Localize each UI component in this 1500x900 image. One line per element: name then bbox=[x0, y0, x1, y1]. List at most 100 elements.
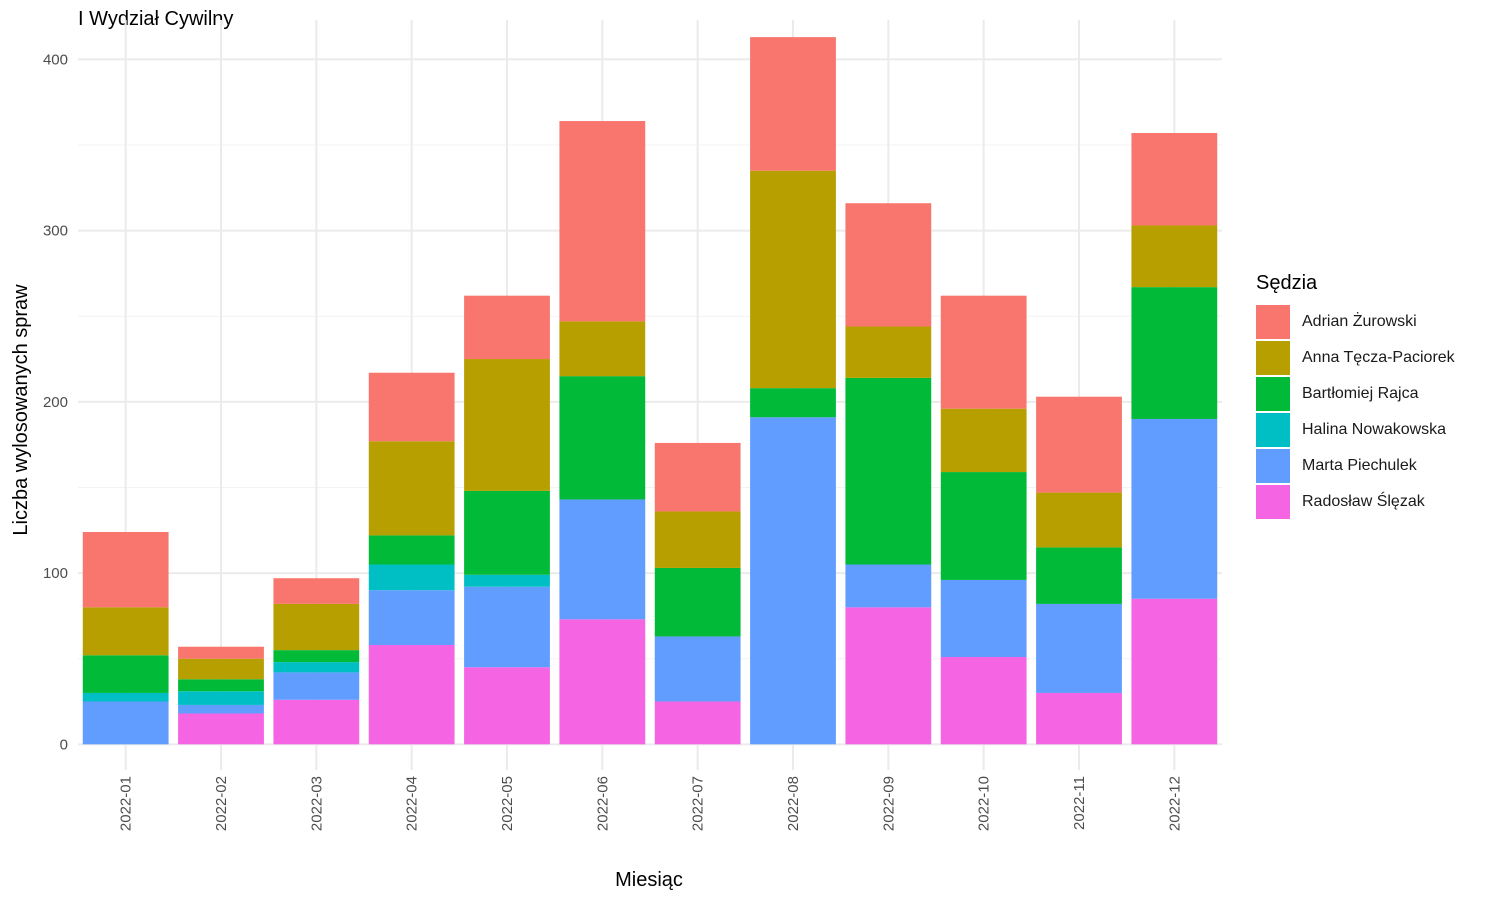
bar-segment bbox=[1131, 133, 1218, 226]
bar-segment bbox=[750, 417, 836, 745]
bar-segment bbox=[273, 603, 360, 651]
x-tick-label: 2022-01 bbox=[118, 776, 135, 831]
legend-swatch bbox=[1256, 305, 1290, 339]
legend-item: Marta Piechulek bbox=[1256, 448, 1455, 484]
bar-segment bbox=[845, 203, 932, 327]
legend-item: Radosław Ślęzak bbox=[1256, 484, 1455, 520]
bar-segment bbox=[1036, 396, 1122, 493]
bar-segment bbox=[368, 645, 455, 745]
bar-segment bbox=[845, 564, 932, 608]
bar-segment bbox=[178, 658, 264, 680]
bar-segment bbox=[464, 359, 550, 491]
bar-segment bbox=[750, 170, 836, 389]
legend-label: Radosław Ślęzak bbox=[1302, 493, 1425, 510]
bar-segment bbox=[559, 121, 646, 322]
legend-title: Sędzia bbox=[1256, 272, 1318, 294]
bar-segment bbox=[750, 388, 836, 418]
bar-segment bbox=[940, 295, 1027, 409]
y-axis-ticks: 0 100 200 300 400 bbox=[43, 51, 68, 753]
bars bbox=[82, 37, 1218, 745]
x-axis-title: Miesiąc bbox=[615, 869, 683, 891]
bar-segment bbox=[559, 619, 646, 745]
bar-segment bbox=[273, 672, 360, 700]
bar-segment bbox=[368, 441, 455, 536]
bar-segment bbox=[1036, 547, 1122, 604]
bar-segment bbox=[845, 326, 932, 378]
bar-segment bbox=[82, 701, 169, 745]
bar-segment bbox=[464, 667, 550, 745]
bar-segment bbox=[368, 590, 455, 645]
bar-segment bbox=[1036, 692, 1122, 745]
bar-segment bbox=[559, 376, 646, 500]
x-tick-label: 2022-11 bbox=[1071, 776, 1088, 830]
bar-segment bbox=[368, 372, 455, 442]
legend-item: Halina Nowakowska bbox=[1256, 412, 1455, 448]
bar-segment bbox=[654, 511, 741, 568]
bar-segment bbox=[82, 531, 169, 608]
legend-item: Adrian Żurowski bbox=[1256, 304, 1455, 340]
legend-item: Anna Tęcza-Paciorek bbox=[1256, 340, 1455, 376]
bar-segment bbox=[750, 37, 836, 171]
legend-label: Bartłomiej Rajca bbox=[1302, 385, 1419, 402]
bar-segment bbox=[559, 499, 646, 620]
bar-segment bbox=[82, 655, 169, 693]
legend-swatch bbox=[1256, 377, 1290, 411]
bar-segment bbox=[940, 656, 1027, 745]
y-tick-label: 0 bbox=[60, 736, 68, 753]
bar-segment bbox=[178, 679, 264, 692]
bar-segment bbox=[940, 472, 1027, 580]
x-tick-label: 2022-06 bbox=[594, 776, 611, 831]
bar-segment bbox=[82, 607, 169, 656]
legend-label: Halina Nowakowska bbox=[1302, 421, 1447, 438]
bar-segment bbox=[368, 535, 455, 565]
legend-item: Bartłomiej Rajca bbox=[1256, 376, 1455, 412]
legend-swatch bbox=[1256, 449, 1290, 483]
bar-segment bbox=[1131, 418, 1218, 599]
legend-label: Anna Tęcza-Paciorek bbox=[1302, 349, 1455, 366]
bar-segment bbox=[1131, 287, 1218, 419]
x-tick-label: 2022-02 bbox=[213, 776, 230, 831]
bar-segment bbox=[559, 321, 646, 377]
bar-segment bbox=[178, 691, 264, 705]
bar-segment bbox=[178, 646, 264, 659]
bar-segment bbox=[1131, 598, 1218, 745]
x-tick-label: 2022-12 bbox=[1166, 776, 1183, 831]
bar-segment bbox=[1131, 225, 1218, 288]
x-tick-label: 2022-10 bbox=[976, 776, 993, 831]
y-tick-label: 300 bbox=[43, 223, 68, 240]
bar-segment bbox=[654, 567, 741, 637]
x-tick-label: 2022-07 bbox=[690, 776, 707, 831]
x-tick-label: 2022-04 bbox=[404, 776, 421, 831]
bar-segment bbox=[464, 295, 550, 360]
bar-segment bbox=[845, 607, 932, 745]
legend-swatch bbox=[1256, 413, 1290, 447]
bar-segment bbox=[1036, 492, 1122, 548]
chart-title: I Wydział Cywilny bbox=[78, 8, 234, 30]
legend-label: Adrian Żurowski bbox=[1302, 313, 1417, 330]
bar-segment bbox=[464, 574, 550, 587]
bar-segment bbox=[940, 579, 1027, 657]
bar-segment bbox=[464, 490, 550, 575]
legend-swatch bbox=[1256, 485, 1290, 519]
x-tick-label: 2022-03 bbox=[308, 776, 325, 831]
y-axis-title: Liczba wylosowanych spraw bbox=[10, 284, 32, 536]
bar-segment bbox=[273, 650, 360, 663]
y-tick-label: 100 bbox=[43, 565, 68, 582]
bar-segment bbox=[464, 586, 550, 668]
x-tick-label: 2022-08 bbox=[785, 776, 802, 831]
bar-segment bbox=[273, 662, 360, 673]
bar-segment bbox=[845, 377, 932, 565]
bar-segment bbox=[273, 699, 360, 745]
x-axis-ticks: 2022-01 2022-02 2022-03 2022-04 2022-05 2022-… bbox=[118, 776, 1184, 831]
y-tick-label: 400 bbox=[43, 51, 68, 68]
bar-segment bbox=[82, 692, 169, 702]
legend-items: Adrian Żurowski Anna Tęcza-Paciorek Bartło… bbox=[1256, 304, 1455, 520]
bar-segment bbox=[1036, 603, 1122, 693]
bar-segment bbox=[273, 578, 360, 604]
x-tick-label: 2022-05 bbox=[499, 776, 516, 831]
bar-segment bbox=[654, 636, 741, 702]
bar-segment bbox=[178, 713, 264, 745]
legend-swatch bbox=[1256, 341, 1290, 375]
bar-segment bbox=[940, 408, 1027, 473]
